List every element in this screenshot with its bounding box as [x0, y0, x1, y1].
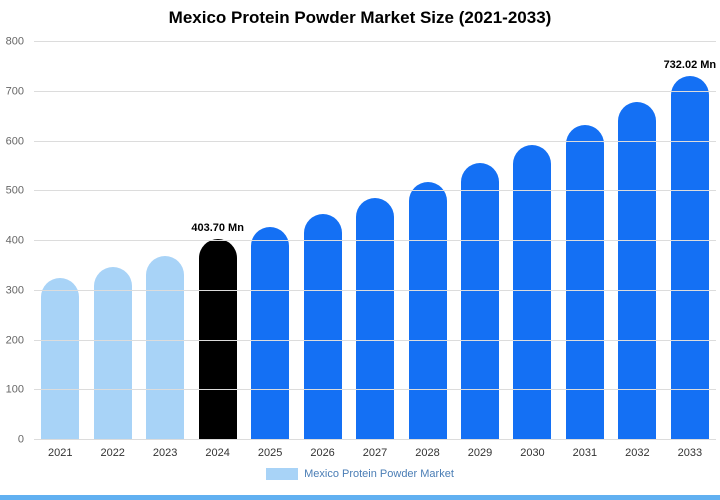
bar-2033 — [670, 75, 709, 440]
legend-swatch — [266, 468, 299, 480]
bar-column: 732.02 Mn — [664, 42, 716, 440]
bar-column — [349, 42, 401, 440]
bar-column — [296, 42, 348, 440]
x-axis-label: 2022 — [100, 447, 125, 459]
bar-2029 — [460, 163, 499, 440]
bars-row: 403.70 Mn 732.02 Mn — [34, 42, 716, 440]
x-axis: 2021 2022 2023 2024 2025 2026 2027 2028 2029 2030… — [34, 447, 716, 459]
y-axis-tick-label: 0 — [17, 433, 24, 446]
y-axis-tick-label: 200 — [5, 334, 24, 346]
y-axis-tick-label: 700 — [5, 85, 24, 98]
gridline — [34, 190, 716, 192]
x-axis-label: 2027 — [362, 447, 388, 459]
gridline — [34, 90, 716, 92]
bar-2023 — [146, 255, 185, 440]
bar-column — [611, 42, 663, 440]
x-axis-label: 2030 — [520, 447, 545, 459]
x-axis-label: 2029 — [467, 447, 493, 459]
gridline — [34, 240, 716, 241]
y-axis-tick-label: 600 — [5, 135, 24, 147]
bar-2030 — [513, 144, 552, 440]
gridline — [34, 439, 716, 440]
bar-2022 — [93, 267, 132, 440]
bar-column — [506, 42, 558, 440]
bar-column — [139, 42, 191, 440]
gridline — [34, 389, 716, 391]
legend: Mexico Protein Powder Market — [0, 468, 720, 480]
x-axis-label: 2031 — [572, 447, 598, 459]
bar-column — [34, 42, 86, 440]
x-axis-label: 2028 — [415, 447, 440, 459]
bar-2026 — [303, 213, 342, 440]
bar-column — [559, 42, 611, 440]
bar-2031 — [565, 124, 604, 440]
gridline — [34, 140, 716, 142]
y-axis-tick-label: 500 — [5, 184, 24, 197]
x-axis-label: 2032 — [625, 447, 650, 459]
x-axis-label: 2023 — [152, 447, 178, 459]
x-axis-label: 2021 — [47, 447, 73, 459]
x-axis-label: 2026 — [310, 447, 335, 459]
bar-value-label: 732.02 Mn — [663, 58, 717, 71]
y-axis-tick-label: 800 — [5, 35, 24, 48]
bottom-strip — [0, 495, 720, 500]
y-axis: 0 100 200 300 400 500 600 700 800 — [0, 36, 30, 445]
x-axis-label: 2033 — [677, 447, 703, 459]
bar-2025 — [251, 227, 290, 440]
y-axis-tick-label: 300 — [5, 284, 24, 297]
bar-value-label: 403.70 Mn — [191, 222, 244, 235]
bar-column — [401, 42, 453, 440]
bar-column — [244, 42, 296, 440]
bar-2021 — [41, 278, 80, 440]
bar-column: 403.70 Mn — [191, 42, 244, 440]
bar-2028 — [408, 181, 447, 440]
chart-title: Mexico Protein Powder Market Size (2021-… — [168, 8, 552, 27]
gridline — [34, 339, 716, 341]
x-axis-label: 2025 — [257, 447, 283, 459]
bar-2032 — [618, 102, 657, 440]
bar-2027 — [356, 197, 395, 440]
x-axis-label: 2024 — [205, 447, 230, 459]
legend-label: Mexico Protein Powder Market — [304, 468, 454, 480]
bar-column — [454, 42, 506, 440]
y-axis-tick-label: 400 — [5, 234, 24, 247]
gridline — [34, 41, 716, 42]
bar-column — [86, 42, 138, 440]
y-axis-tick-label: 100 — [5, 383, 24, 396]
plot-area: 403.70 Mn 732.02 Mn — [34, 41, 716, 440]
gridline — [34, 289, 716, 291]
